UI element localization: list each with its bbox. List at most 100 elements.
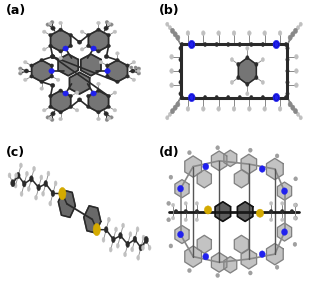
Circle shape xyxy=(144,236,149,244)
Circle shape xyxy=(217,31,221,36)
Text: (c): (c) xyxy=(6,146,25,159)
Polygon shape xyxy=(175,180,189,198)
Circle shape xyxy=(97,28,100,32)
Circle shape xyxy=(203,253,209,260)
Circle shape xyxy=(115,52,119,55)
Circle shape xyxy=(136,227,139,232)
Circle shape xyxy=(179,69,182,73)
Circle shape xyxy=(69,94,72,98)
Circle shape xyxy=(293,203,296,207)
Circle shape xyxy=(27,187,30,191)
Circle shape xyxy=(107,44,110,48)
Circle shape xyxy=(166,22,169,26)
Circle shape xyxy=(295,69,298,73)
Circle shape xyxy=(188,268,191,273)
Circle shape xyxy=(176,35,180,40)
Circle shape xyxy=(40,175,43,180)
Circle shape xyxy=(42,108,46,112)
Circle shape xyxy=(116,243,119,248)
Polygon shape xyxy=(107,60,128,82)
Circle shape xyxy=(130,66,133,69)
Circle shape xyxy=(37,184,41,191)
Circle shape xyxy=(217,106,221,111)
Circle shape xyxy=(105,64,109,67)
Circle shape xyxy=(238,42,241,47)
Circle shape xyxy=(80,48,84,51)
Circle shape xyxy=(246,92,249,96)
Circle shape xyxy=(275,154,279,158)
Circle shape xyxy=(126,241,129,247)
Polygon shape xyxy=(32,60,52,82)
Circle shape xyxy=(30,176,33,182)
Circle shape xyxy=(24,69,29,73)
Polygon shape xyxy=(58,190,76,217)
Circle shape xyxy=(46,23,50,26)
Circle shape xyxy=(186,106,190,111)
Circle shape xyxy=(107,34,110,37)
Circle shape xyxy=(59,187,66,200)
Circle shape xyxy=(273,40,280,49)
Circle shape xyxy=(49,105,52,108)
Circle shape xyxy=(250,42,253,47)
Circle shape xyxy=(49,44,52,48)
Circle shape xyxy=(115,227,118,232)
Circle shape xyxy=(293,28,298,34)
Polygon shape xyxy=(241,154,256,174)
Circle shape xyxy=(261,80,265,84)
Circle shape xyxy=(91,46,96,51)
Circle shape xyxy=(59,110,62,114)
Circle shape xyxy=(286,69,289,73)
Circle shape xyxy=(97,21,100,25)
Circle shape xyxy=(59,89,62,92)
Circle shape xyxy=(281,218,284,222)
Circle shape xyxy=(136,70,139,72)
Polygon shape xyxy=(175,225,189,243)
Circle shape xyxy=(56,78,60,82)
Text: (a): (a) xyxy=(6,4,27,17)
Circle shape xyxy=(170,108,175,114)
Circle shape xyxy=(49,94,52,98)
Circle shape xyxy=(35,195,37,200)
Circle shape xyxy=(75,108,79,112)
Circle shape xyxy=(129,232,132,237)
Circle shape xyxy=(173,105,177,110)
Circle shape xyxy=(291,105,295,110)
Circle shape xyxy=(188,40,195,49)
Circle shape xyxy=(202,31,205,36)
Circle shape xyxy=(290,210,294,214)
Circle shape xyxy=(42,48,46,51)
Circle shape xyxy=(32,166,36,171)
Circle shape xyxy=(248,148,252,152)
Circle shape xyxy=(295,83,298,87)
Circle shape xyxy=(288,35,292,40)
Circle shape xyxy=(113,91,117,94)
Circle shape xyxy=(184,210,188,214)
Circle shape xyxy=(18,72,22,75)
Polygon shape xyxy=(197,170,211,188)
Circle shape xyxy=(293,108,298,114)
Polygon shape xyxy=(241,249,256,269)
Circle shape xyxy=(278,106,282,111)
Circle shape xyxy=(172,216,175,220)
Circle shape xyxy=(59,28,62,32)
Polygon shape xyxy=(224,150,237,166)
Circle shape xyxy=(30,64,33,67)
Circle shape xyxy=(232,106,236,111)
Circle shape xyxy=(23,60,27,64)
Circle shape xyxy=(107,94,110,98)
Circle shape xyxy=(261,42,265,47)
Circle shape xyxy=(291,32,295,37)
Circle shape xyxy=(11,179,15,187)
Circle shape xyxy=(105,68,110,74)
Polygon shape xyxy=(237,202,253,222)
Circle shape xyxy=(188,93,195,102)
Circle shape xyxy=(284,42,288,47)
Circle shape xyxy=(178,231,183,238)
Circle shape xyxy=(166,116,169,120)
Circle shape xyxy=(115,80,119,83)
Circle shape xyxy=(227,42,230,47)
Circle shape xyxy=(110,23,113,26)
Circle shape xyxy=(284,95,288,100)
Circle shape xyxy=(256,209,264,217)
Circle shape xyxy=(49,34,52,37)
